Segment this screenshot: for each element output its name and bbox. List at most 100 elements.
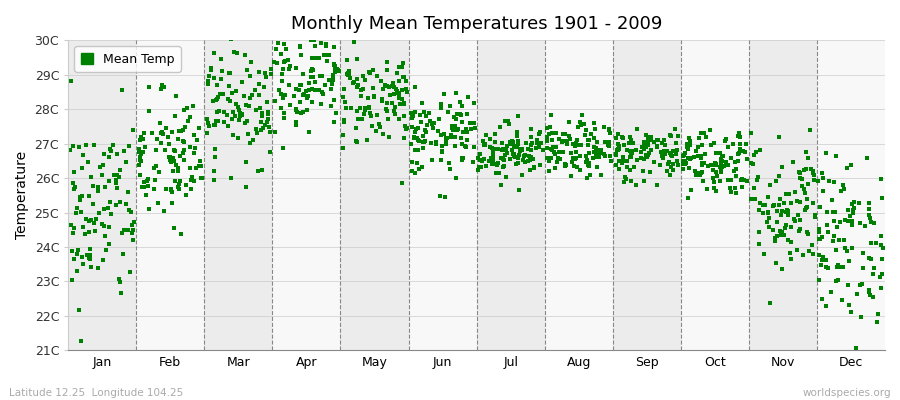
Point <box>790 247 805 253</box>
Point <box>551 155 565 161</box>
Point <box>168 112 183 119</box>
Point <box>758 202 772 208</box>
Point <box>113 167 128 174</box>
Point <box>779 209 794 216</box>
Point <box>624 178 638 184</box>
Point <box>849 345 863 351</box>
Point <box>336 145 350 151</box>
Point <box>380 66 394 73</box>
Point <box>70 247 85 253</box>
Point <box>390 69 404 76</box>
Point <box>208 154 222 160</box>
Point <box>74 209 88 216</box>
Point <box>760 218 774 225</box>
Point <box>183 143 197 150</box>
Point <box>700 186 715 193</box>
Point <box>410 135 424 142</box>
Point <box>602 139 616 146</box>
Point <box>583 172 598 178</box>
Point <box>235 111 249 117</box>
Point <box>873 274 887 280</box>
Point <box>179 192 194 198</box>
Point <box>312 55 327 62</box>
Point <box>396 74 410 80</box>
Point <box>805 242 819 249</box>
Point <box>572 153 587 159</box>
Point <box>566 140 580 147</box>
Point <box>603 130 617 136</box>
Point <box>738 149 752 155</box>
Point <box>814 295 829 302</box>
Point <box>677 151 691 158</box>
Point <box>432 116 446 122</box>
Point <box>616 134 630 141</box>
Point <box>211 94 225 100</box>
Point <box>254 127 268 134</box>
Bar <box>613 40 680 350</box>
Point <box>641 136 655 142</box>
Point <box>820 222 834 228</box>
Point <box>154 130 168 136</box>
Point <box>797 190 812 196</box>
Point <box>858 222 872 229</box>
Point <box>95 162 110 168</box>
Point <box>507 150 521 157</box>
Point <box>243 72 257 79</box>
Point <box>612 166 626 172</box>
Point <box>544 130 559 136</box>
Point <box>827 179 842 185</box>
Point <box>601 126 616 132</box>
Point <box>431 128 446 134</box>
Point <box>833 188 848 194</box>
Point <box>488 139 502 146</box>
Point <box>772 196 787 202</box>
Point <box>88 228 103 234</box>
Point <box>343 75 357 81</box>
Point <box>408 170 422 176</box>
Point <box>724 177 738 183</box>
Point <box>229 88 243 94</box>
Point <box>615 134 629 140</box>
Point <box>846 209 860 216</box>
Point <box>112 276 127 282</box>
Point <box>221 123 236 129</box>
Point <box>446 127 460 134</box>
Point <box>641 152 655 158</box>
Point <box>436 90 451 97</box>
Point <box>102 154 116 160</box>
Point <box>276 59 291 66</box>
Point <box>438 138 453 144</box>
Point <box>666 167 680 174</box>
Point <box>527 164 542 171</box>
Point <box>453 111 467 118</box>
Point <box>800 196 814 202</box>
Point <box>365 123 380 130</box>
Point <box>300 107 314 113</box>
Point <box>812 226 826 232</box>
Point <box>680 144 694 150</box>
Point <box>109 180 123 186</box>
Point <box>456 129 471 135</box>
Point <box>715 153 729 159</box>
Point <box>563 173 578 179</box>
Point <box>358 76 373 83</box>
Point <box>202 123 217 129</box>
Point <box>224 36 238 42</box>
Point <box>296 71 310 77</box>
Point <box>819 264 833 270</box>
Point <box>290 109 304 115</box>
Point <box>418 129 433 136</box>
Point <box>544 112 558 118</box>
Point <box>814 262 828 268</box>
Point <box>562 133 576 140</box>
Point <box>423 118 437 124</box>
Point <box>292 42 307 49</box>
Point <box>261 116 275 122</box>
Point <box>228 113 242 119</box>
Point <box>529 136 544 143</box>
Point <box>856 265 870 271</box>
Point <box>101 204 115 211</box>
Point <box>176 147 191 154</box>
Point <box>166 147 181 153</box>
Point <box>864 256 878 262</box>
